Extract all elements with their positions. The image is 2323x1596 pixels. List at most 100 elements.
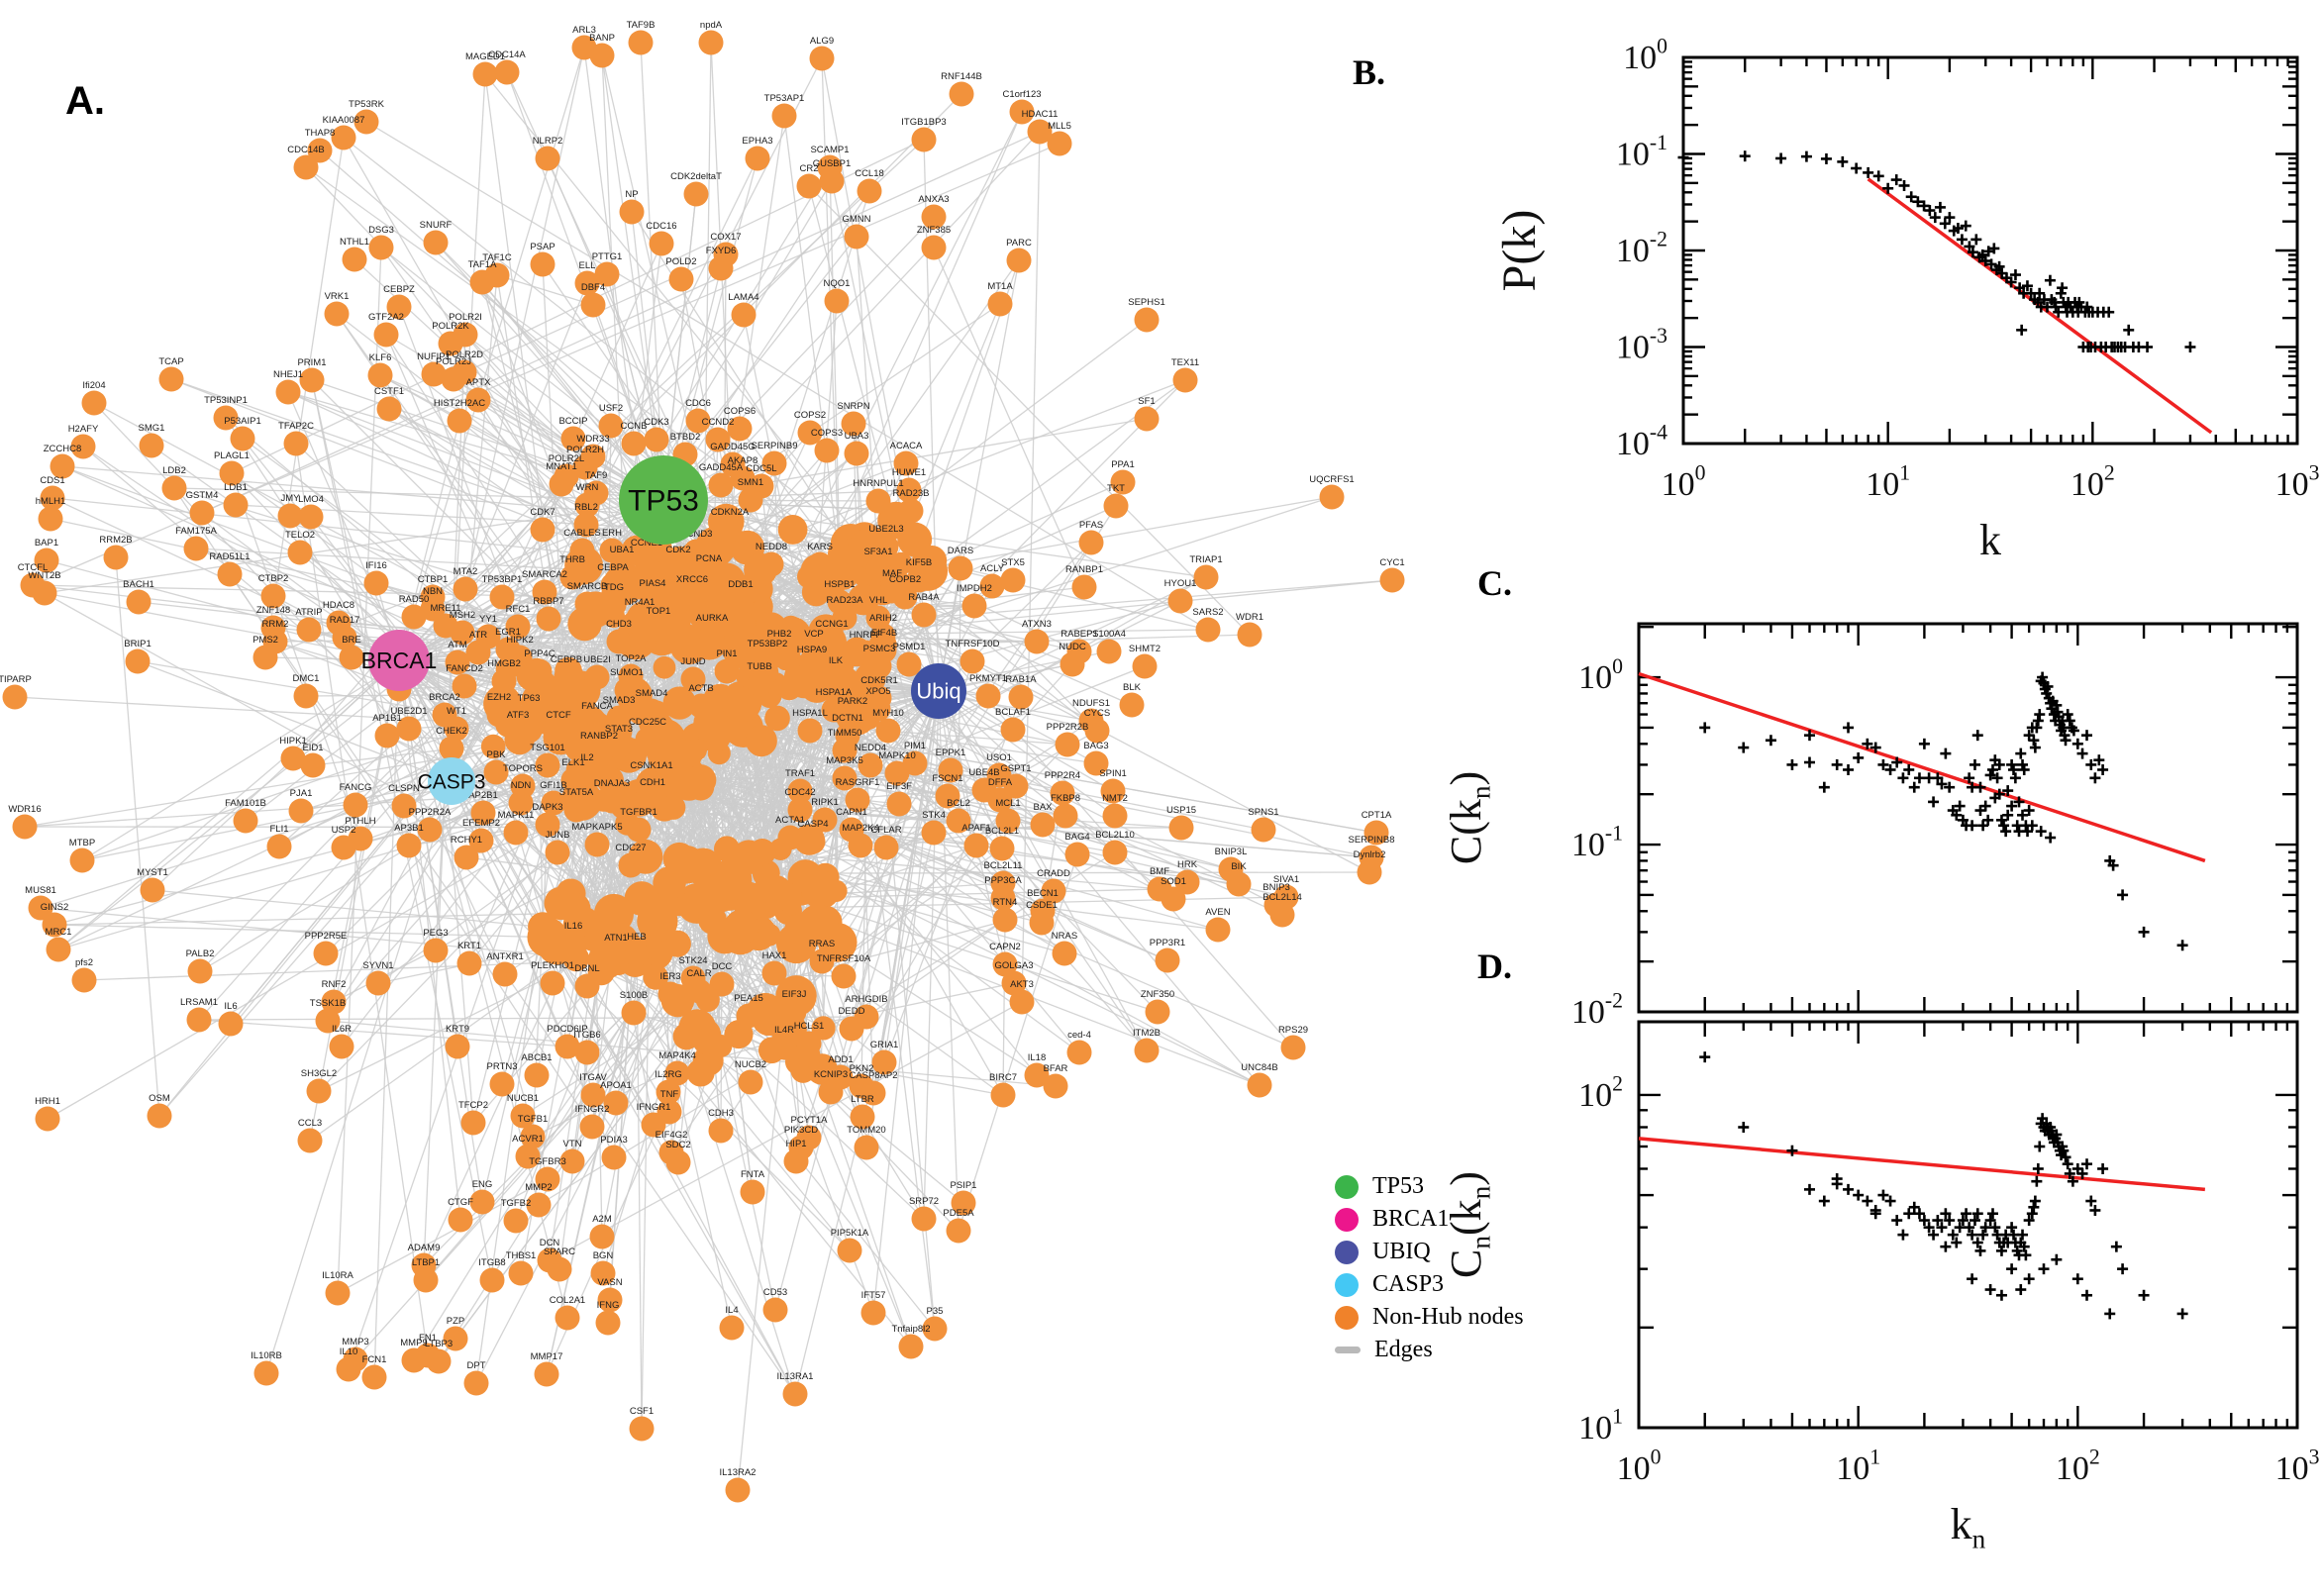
- network-node-label: H2AFY: [68, 424, 99, 435]
- network-node: [465, 387, 491, 413]
- network-node: [832, 738, 858, 763]
- network-node-label: BAG3: [1083, 741, 1108, 751]
- network-node: [992, 907, 1018, 933]
- network-node: [579, 1114, 605, 1140]
- network-node-label: HSPA1A: [816, 687, 853, 698]
- network-node-label: CASP4: [797, 819, 828, 830]
- network-node: [911, 127, 937, 152]
- network-node-label: IFNG: [597, 1300, 620, 1311]
- network-node: [354, 109, 379, 135]
- network-node-label: FANCD2: [446, 663, 482, 674]
- network-node: [503, 1208, 529, 1234]
- network-node: [809, 46, 835, 71]
- network-node-label: PKN2: [850, 1063, 874, 1074]
- network-node-label: ILK: [829, 655, 844, 666]
- network-node: [628, 30, 654, 55]
- network-edge: [398, 659, 549, 1180]
- network-edge: [464, 47, 585, 590]
- network-node: [979, 573, 1005, 599]
- network-node: [545, 840, 570, 865]
- network-node-label: BANP: [589, 33, 615, 44]
- network-node: [709, 971, 735, 997]
- network-node: [696, 563, 722, 589]
- network-node-label: NBN: [423, 586, 443, 597]
- network-edge: [938, 690, 1003, 849]
- network-node: [669, 740, 702, 772]
- network-node: [324, 301, 350, 327]
- network-node: [727, 416, 753, 442]
- network-node: [287, 540, 313, 565]
- network-node-label: THRB: [559, 554, 585, 565]
- network-node-label: BAP1: [35, 538, 58, 549]
- network-node-label: CEBPA: [597, 562, 629, 573]
- network-node-label: NLRP2: [533, 136, 563, 147]
- network-node-label: HIPK1: [279, 736, 306, 747]
- network-node: [886, 791, 912, 817]
- network-node-label: GRIA1: [870, 1040, 899, 1050]
- network-node-label: RBL2: [574, 502, 598, 513]
- network-node: [70, 434, 96, 459]
- network-node: [1084, 718, 1110, 744]
- network-node-label: ZCCHC8: [44, 444, 82, 454]
- network-node-label: CCL18: [855, 168, 884, 179]
- network-node-label: PRIM1: [297, 357, 326, 368]
- x-axis-label: k: [1979, 516, 2001, 554]
- network-node: [951, 1190, 976, 1216]
- network-node: [460, 1110, 486, 1136]
- network-node-label: PARK2: [838, 696, 867, 707]
- network-node-label: WRN: [576, 482, 599, 493]
- network-node: [1030, 812, 1056, 838]
- network-node: [597, 1287, 623, 1313]
- network-node: [821, 697, 847, 723]
- network-node: [489, 1071, 515, 1097]
- network-node-label: RCHY1: [451, 835, 482, 846]
- network-node: [444, 716, 469, 742]
- network-node: [396, 833, 422, 858]
- network-node-label: RAD51L1: [209, 551, 250, 562]
- network-node-label: PLEKHO1: [531, 960, 574, 971]
- network-node-label: EPHA3: [742, 136, 772, 147]
- network-node-label: BCCIP: [558, 416, 587, 427]
- network-node-label: COPS3: [811, 428, 843, 439]
- network-node: [1071, 574, 1097, 600]
- network-node-label: TRAF1: [785, 768, 815, 779]
- network-node-label: BMF: [1150, 866, 1169, 877]
- network-node-label: RPS29: [1278, 1025, 1308, 1036]
- network-node-label: AKAP8: [728, 455, 758, 466]
- network-edge: [201, 512, 400, 661]
- network-edge: [496, 274, 594, 306]
- network-edge: [231, 472, 361, 840]
- network-node-label: CDC42: [784, 787, 815, 798]
- network-node-label: RRM2: [262, 619, 289, 630]
- network-node-label: IL4: [725, 1305, 738, 1316]
- network-node: [1379, 567, 1405, 593]
- network-node: [373, 322, 399, 348]
- network-node-label: SARS2: [1192, 607, 1223, 618]
- network-node: [949, 81, 974, 107]
- network-node-label: ABCB1: [521, 1052, 552, 1063]
- network-node-label: HNRNPUL1: [853, 478, 903, 489]
- network-node: [306, 1078, 332, 1104]
- network-node-label: CDK2: [665, 545, 690, 555]
- network-node: [161, 475, 187, 501]
- network-node: [736, 1003, 761, 1029]
- network-node-label: LAMA4: [728, 292, 758, 303]
- network-node-label: BRCA2: [429, 692, 460, 703]
- network-node-label: BCL2: [947, 798, 970, 809]
- network-node-label: CALR: [686, 968, 711, 979]
- network-node: [738, 487, 763, 513]
- network-node-label: Dynlrb2: [1354, 849, 1386, 860]
- network-node: [1103, 493, 1129, 519]
- network-edge: [300, 780, 453, 812]
- network-node-label: CDC5L: [746, 463, 776, 474]
- network-node-label: CHEK2: [436, 726, 467, 737]
- network-node-label: SEPHS1: [1128, 297, 1165, 308]
- network-node-label: COX17: [710, 232, 741, 243]
- network-node-label: DAPK3: [532, 802, 562, 813]
- network-node-label: GSPT1: [1000, 763, 1031, 774]
- network-node-label: C1orf123: [1002, 89, 1041, 100]
- network-node-label: RAD17: [330, 615, 360, 626]
- network-edge: [883, 690, 940, 1063]
- network-node-label: RAD23A: [827, 595, 864, 606]
- network-node: [1247, 1072, 1272, 1098]
